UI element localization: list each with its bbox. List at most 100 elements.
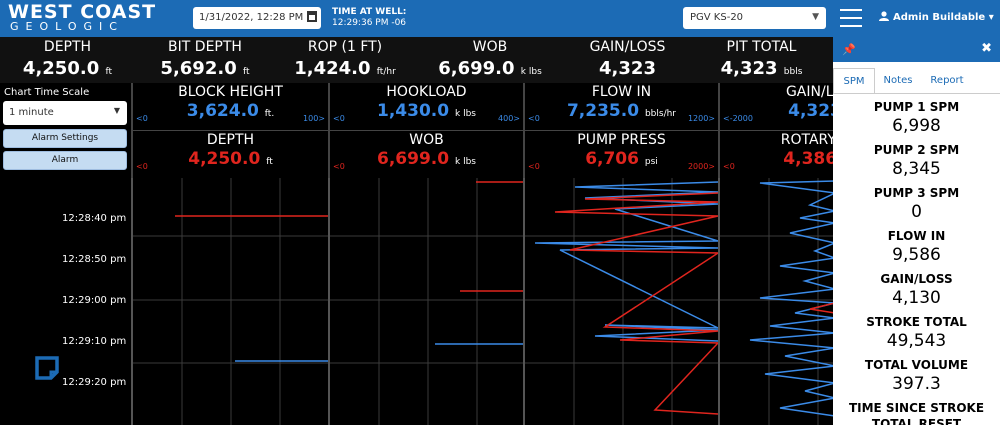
brand-line2: GEOLOGIC (10, 20, 124, 33)
top-bar: WEST COAST GEOLOGIC 1/31/2022, 12:28 PM … (0, 0, 1000, 37)
well-select-value: PGV KS-20 (690, 12, 744, 23)
chevron-down-icon: ▼ (812, 12, 819, 22)
stat-value: 49,543 (886, 331, 947, 351)
chart-time-scale-select[interactable]: 1 minute ▼ (3, 101, 127, 125)
gauge-label: WOB (409, 132, 444, 148)
chart-time-scale-value: 1 minute (9, 107, 54, 118)
stat-label: PUMP 3 SPM (873, 186, 960, 200)
gauge-max: 1200> (687, 114, 715, 123)
gauge-depth: DEPTH 4,250.0 ft <0 (133, 131, 328, 178)
gauge-max: 100> (303, 114, 325, 123)
time-at-well-value: 12:29:36 PM -06 (332, 18, 407, 28)
metric-label: BIT DEPTH (168, 39, 242, 55)
chart-time-scale-label: Chart Time Scale (4, 87, 90, 98)
stat-value: 4,130 (892, 288, 941, 308)
pin-icon[interactable]: 📌 (842, 43, 856, 56)
gauge-label: DEPTH (206, 132, 255, 148)
gauge-value: 3,624.0 (186, 101, 259, 121)
chevron-down-icon: ▼ (113, 106, 120, 115)
stat-label: GAIN/LOSS (880, 272, 953, 286)
gauge-min: <-2000 (723, 114, 753, 123)
brand-logo[interactable]: WEST COAST GEOLOGIC (8, 3, 156, 33)
metric-unit: ft/hr (376, 67, 396, 77)
date-picker[interactable]: 1/31/2022, 12:28 PM (193, 7, 321, 29)
trace-chart-3-plot (525, 178, 720, 425)
stat-gain-loss: GAIN/LOSS 4,130 (833, 271, 1000, 309)
gauge-wob: WOB 6,699.0 k lbs <0 (330, 131, 523, 178)
time-at-well-label: TIME AT WELL: (332, 7, 407, 17)
metric-value: 1,424.0 (294, 58, 371, 79)
stat-value: 0 (911, 202, 922, 222)
user-menu[interactable]: Admin Buildable ▾ (879, 11, 994, 23)
tab-report[interactable]: Report (930, 75, 964, 86)
stat-time-since-reset: TIME SINCE STROKE TOTAL RESET (833, 400, 1000, 425)
calendar-icon[interactable] (307, 11, 317, 22)
divider (330, 130, 523, 131)
metric-value: 5,692.0 (160, 58, 237, 79)
header-metric-gain-loss: GAIN/LOSS 4,323 (565, 37, 690, 83)
alarm-button[interactable]: Alarm (3, 151, 127, 170)
gauge-flow-in: FLOW IN 7,235.0 bbls/hr <0 1200> (525, 83, 718, 130)
metric-value: 6,699.0 (438, 58, 515, 79)
divider (133, 130, 328, 131)
gauge-value: 4,250.0 (188, 149, 261, 169)
caret-down-icon: ▾ (988, 12, 994, 23)
user-name: Admin Buildable (893, 12, 986, 23)
gauge-value: 4,323 (788, 101, 833, 121)
time-at-well: TIME AT WELL: 12:29:36 PM -06 (332, 7, 406, 29)
trace-chart-3 (523, 178, 720, 425)
gauge-max: 400> (498, 114, 520, 123)
gauge-label: ROTARY S (780, 132, 833, 148)
gauge-unit: ft (266, 157, 273, 167)
gauge-gain-loss: GAIN/LO 4,323 <-2000 (720, 83, 833, 130)
user-icon (879, 11, 889, 21)
trace-chart-2 (328, 178, 525, 425)
gauge-unit: psi (644, 157, 658, 167)
stat-value: 8,345 (892, 159, 941, 179)
gauge-rotary-speed: ROTARY S 4,386 r <0 (720, 131, 833, 178)
well-select[interactable]: PGV KS-20 ▼ (683, 7, 826, 29)
stat-label: FLOW IN (887, 229, 946, 243)
metric-label: GAIN/LOSS (589, 39, 666, 55)
tab-spm[interactable]: SPM (833, 68, 875, 93)
gauge-min: <0 (136, 114, 148, 123)
note-icon[interactable] (34, 355, 60, 381)
trace-chart-4 (718, 178, 835, 425)
metric-label: WOB (472, 39, 508, 55)
gauge-label: FLOW IN (591, 84, 652, 100)
metric-value: 4,323 (720, 58, 778, 79)
tab-notes[interactable]: Notes (883, 75, 913, 86)
gauge-unit: ft. (264, 109, 275, 119)
metric-value: 4,323 (599, 58, 656, 79)
trace-chart-2-plot (330, 178, 525, 425)
gauge-value: 1,430.0 (377, 101, 450, 121)
header-metric-rop: ROP (1 FT) 1,424.0 ft/hr (275, 37, 415, 83)
gauge-unit: bbls/hr (644, 109, 677, 119)
metric-unit: k lbs (520, 67, 542, 77)
metric-label: PIT TOTAL (726, 39, 797, 55)
stat-pump2-spm: PUMP 2 SPM 8,345 (833, 142, 1000, 180)
gauge-value: 6,699.0 (377, 149, 450, 169)
metric-value: 4,250.0 (22, 58, 100, 79)
gauge-value: 6,706 (585, 149, 639, 169)
stat-pump1-spm: PUMP 1 SPM 6,998 (833, 99, 1000, 137)
stat-label: STROKE TOTAL (866, 315, 967, 329)
gauge-min: <0 (528, 114, 540, 123)
stat-pump3-spm: PUMP 3 SPM 0 (833, 185, 1000, 223)
header-metrics: DEPTH 4,250.0 ft BIT DEPTH 5,692.0 ft RO… (0, 37, 833, 83)
menu-icon[interactable] (840, 9, 862, 27)
gauge-label: PUMP PRESS (577, 132, 666, 148)
stat-label: TOTAL VOLUME (864, 358, 969, 372)
time-label: 12:28:40 pm (62, 213, 127, 224)
metric-unit: bbls (783, 67, 803, 77)
close-icon[interactable]: ✖ (981, 41, 992, 56)
metric-label: DEPTH (43, 39, 92, 55)
stat-value: 9,586 (892, 245, 941, 265)
date-value: 1/31/2022, 12:28 PM (199, 12, 304, 23)
alarm-settings-button[interactable]: Alarm Settings (3, 129, 127, 148)
stat-total-volume: TOTAL VOLUME 397.3 (833, 357, 1000, 395)
gauge-panel-3: FLOW IN 7,235.0 bbls/hr <0 1200> PUMP PR… (523, 83, 718, 178)
trace-chart-1-plot (133, 178, 330, 425)
gauge-min: <0 (333, 114, 345, 123)
gauge-panel-1: BLOCK HEIGHT 3,624.0 ft. <0 100> DEPTH 4… (131, 83, 328, 178)
